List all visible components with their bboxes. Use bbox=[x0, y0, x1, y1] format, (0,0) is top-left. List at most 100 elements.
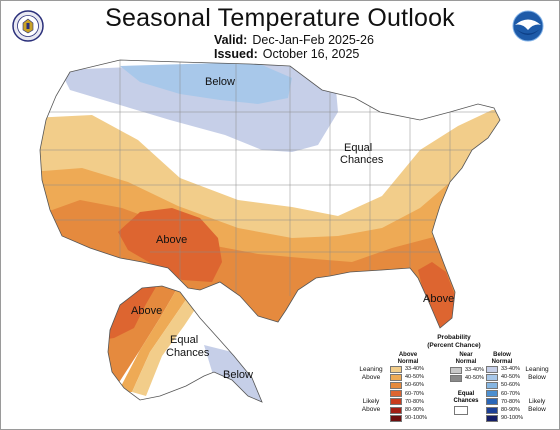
legend-title-line1: Probability bbox=[437, 334, 471, 341]
legend-above-row: 50-60% bbox=[390, 381, 424, 389]
legend-likely-above-1: Likely bbox=[362, 398, 380, 405]
legend-below-range: 80-90% bbox=[501, 407, 520, 413]
legend-above-row: 70-80% bbox=[390, 398, 424, 406]
legend-below-row: 40-50% bbox=[486, 373, 520, 381]
legend-equal-swatch bbox=[454, 406, 468, 415]
legend-below-swatch bbox=[486, 398, 498, 406]
issued-label: Issued: bbox=[214, 47, 258, 61]
page-title: Seasonal Temperature Outlook bbox=[105, 4, 455, 32]
legend-likely-below-1: Likely bbox=[528, 398, 546, 405]
legend-equal-1: Equal bbox=[457, 391, 475, 397]
legend-equal-chances: Equal Chances bbox=[446, 391, 486, 405]
below-normal-core bbox=[120, 62, 292, 104]
doc-seal-icon bbox=[12, 10, 44, 42]
legend-above-swatch bbox=[390, 406, 402, 414]
legend-above-range: 60-70% bbox=[405, 390, 424, 397]
legend-above-row: 90-100% bbox=[390, 414, 427, 422]
legend-likely-above: Likely Above bbox=[354, 398, 388, 413]
legend-below-range: 40-50% bbox=[501, 374, 520, 381]
legend-head-near: Near Normal bbox=[446, 352, 486, 366]
legend-below-range: 60-70% bbox=[501, 390, 520, 397]
legend-leaning-above: Leaning Above bbox=[354, 366, 388, 381]
legend-above-range: 80-90% bbox=[405, 407, 424, 413]
alaska-outline bbox=[107, 285, 263, 403]
valid-label: Valid: bbox=[214, 33, 248, 47]
legend-below-row: 60-70% bbox=[486, 390, 520, 398]
legend-near-swatch bbox=[450, 366, 462, 374]
noaa-logo-icon bbox=[512, 10, 544, 42]
legend-likely-below-2: Below bbox=[528, 405, 546, 413]
legend-head-below: Below Normal bbox=[484, 352, 520, 366]
legend-below-swatch bbox=[486, 390, 498, 398]
legend-above-swatch bbox=[390, 381, 402, 389]
legend-near-range: 40-50% bbox=[465, 375, 484, 382]
legend-above-swatch bbox=[390, 390, 402, 398]
legend-above-row: 33-40% bbox=[390, 365, 424, 373]
legend-above-swatch bbox=[390, 414, 402, 422]
conus-outline bbox=[39, 59, 501, 329]
legend-equal-2: Chances bbox=[453, 398, 479, 404]
legend-above-row: 60-70% bbox=[390, 390, 424, 398]
label-below-north: Below bbox=[205, 76, 235, 88]
legend-head-near-2: Normal bbox=[455, 359, 477, 365]
label-above-florida: Above bbox=[423, 293, 454, 305]
label-alaska-equal-1: Equal bbox=[170, 334, 198, 346]
legend-head-below-2: Normal bbox=[491, 359, 513, 365]
legend-above-range: 50-60% bbox=[405, 382, 424, 389]
legend-above-swatch bbox=[390, 398, 402, 406]
legend-below-row: 80-90% bbox=[486, 406, 520, 414]
valid-value: Dec-Jan-Feb 2025-26 bbox=[252, 33, 374, 47]
legend-above-row: 80-90% bbox=[390, 406, 424, 414]
legend-below-range: 90-100% bbox=[501, 415, 524, 422]
legend-head-above-2: Normal bbox=[397, 359, 419, 365]
legend-below-swatch bbox=[486, 373, 498, 381]
legend-leaning-above-1: Leaning bbox=[359, 366, 383, 373]
legend-likely-above-2: Above bbox=[361, 405, 381, 413]
legend-below-range: 70-80% bbox=[501, 398, 520, 405]
legend-below-swatch bbox=[486, 381, 498, 389]
legend-leaning-below-2: Below bbox=[528, 373, 546, 381]
legend-likely-below: Likely Below bbox=[520, 398, 554, 413]
legend-leaning-below-1: Leaning bbox=[525, 366, 549, 373]
legend-below-swatch bbox=[486, 414, 498, 422]
legend-above-range: 33-40% bbox=[405, 366, 424, 372]
legend-leaning-below: Leaning Below bbox=[520, 366, 554, 381]
legend-near-swatch bbox=[450, 374, 462, 382]
legend: Probability (Percent Chance) Above Norma… bbox=[354, 334, 554, 426]
legend-head-above: Above Normal bbox=[390, 352, 426, 366]
alaska-above-33-40 bbox=[132, 288, 204, 396]
above-normal-60-70 bbox=[118, 208, 222, 282]
label-below-alaska: Below bbox=[223, 369, 253, 381]
legend-head-near-1: Near bbox=[459, 352, 473, 358]
legend-near-range: 33-40% bbox=[465, 367, 484, 373]
legend-near-row: 40-50% bbox=[450, 374, 484, 382]
legend-above-range: 90-100% bbox=[405, 415, 428, 422]
legend-below-row: 70-80% bbox=[486, 398, 520, 406]
label-above-alaska: Above bbox=[131, 305, 162, 317]
legend-below-row: 90-100% bbox=[486, 414, 523, 422]
legend-below-row: 33-40% bbox=[486, 365, 520, 373]
legend-above-swatch bbox=[390, 373, 402, 381]
legend-below-range: 33-40% bbox=[501, 366, 520, 372]
label-above-southwest: Above bbox=[156, 234, 187, 246]
label-equal-chances-2: Chances bbox=[340, 154, 384, 166]
issued-line: Issued: October 16, 2025 bbox=[214, 47, 359, 61]
valid-line: Valid: Dec-Jan-Feb 2025-26 bbox=[214, 33, 374, 47]
legend-below-range: 50-60% bbox=[501, 382, 520, 389]
legend-above-swatch bbox=[390, 365, 402, 373]
legend-leaning-above-2: Above bbox=[361, 373, 381, 381]
above-normal-60-70-florida bbox=[418, 262, 456, 328]
alaska-above-40-50 bbox=[118, 286, 194, 392]
legend-above-row: 40-50% bbox=[390, 373, 424, 381]
legend-head-below-1: Below bbox=[493, 352, 511, 358]
legend-below-swatch bbox=[486, 406, 498, 414]
legend-near-row: 33-40% bbox=[450, 366, 484, 374]
legend-below-swatch bbox=[486, 365, 498, 373]
label-equal-chances-1: Equal bbox=[344, 142, 372, 154]
legend-title-line2: (Percent Chance) bbox=[427, 341, 481, 349]
legend-below-row: 50-60% bbox=[486, 381, 520, 389]
label-alaska-equal-2: Chances bbox=[166, 347, 210, 359]
alaska-below-region bbox=[204, 345, 262, 402]
legend-above-range: 70-80% bbox=[405, 398, 424, 405]
